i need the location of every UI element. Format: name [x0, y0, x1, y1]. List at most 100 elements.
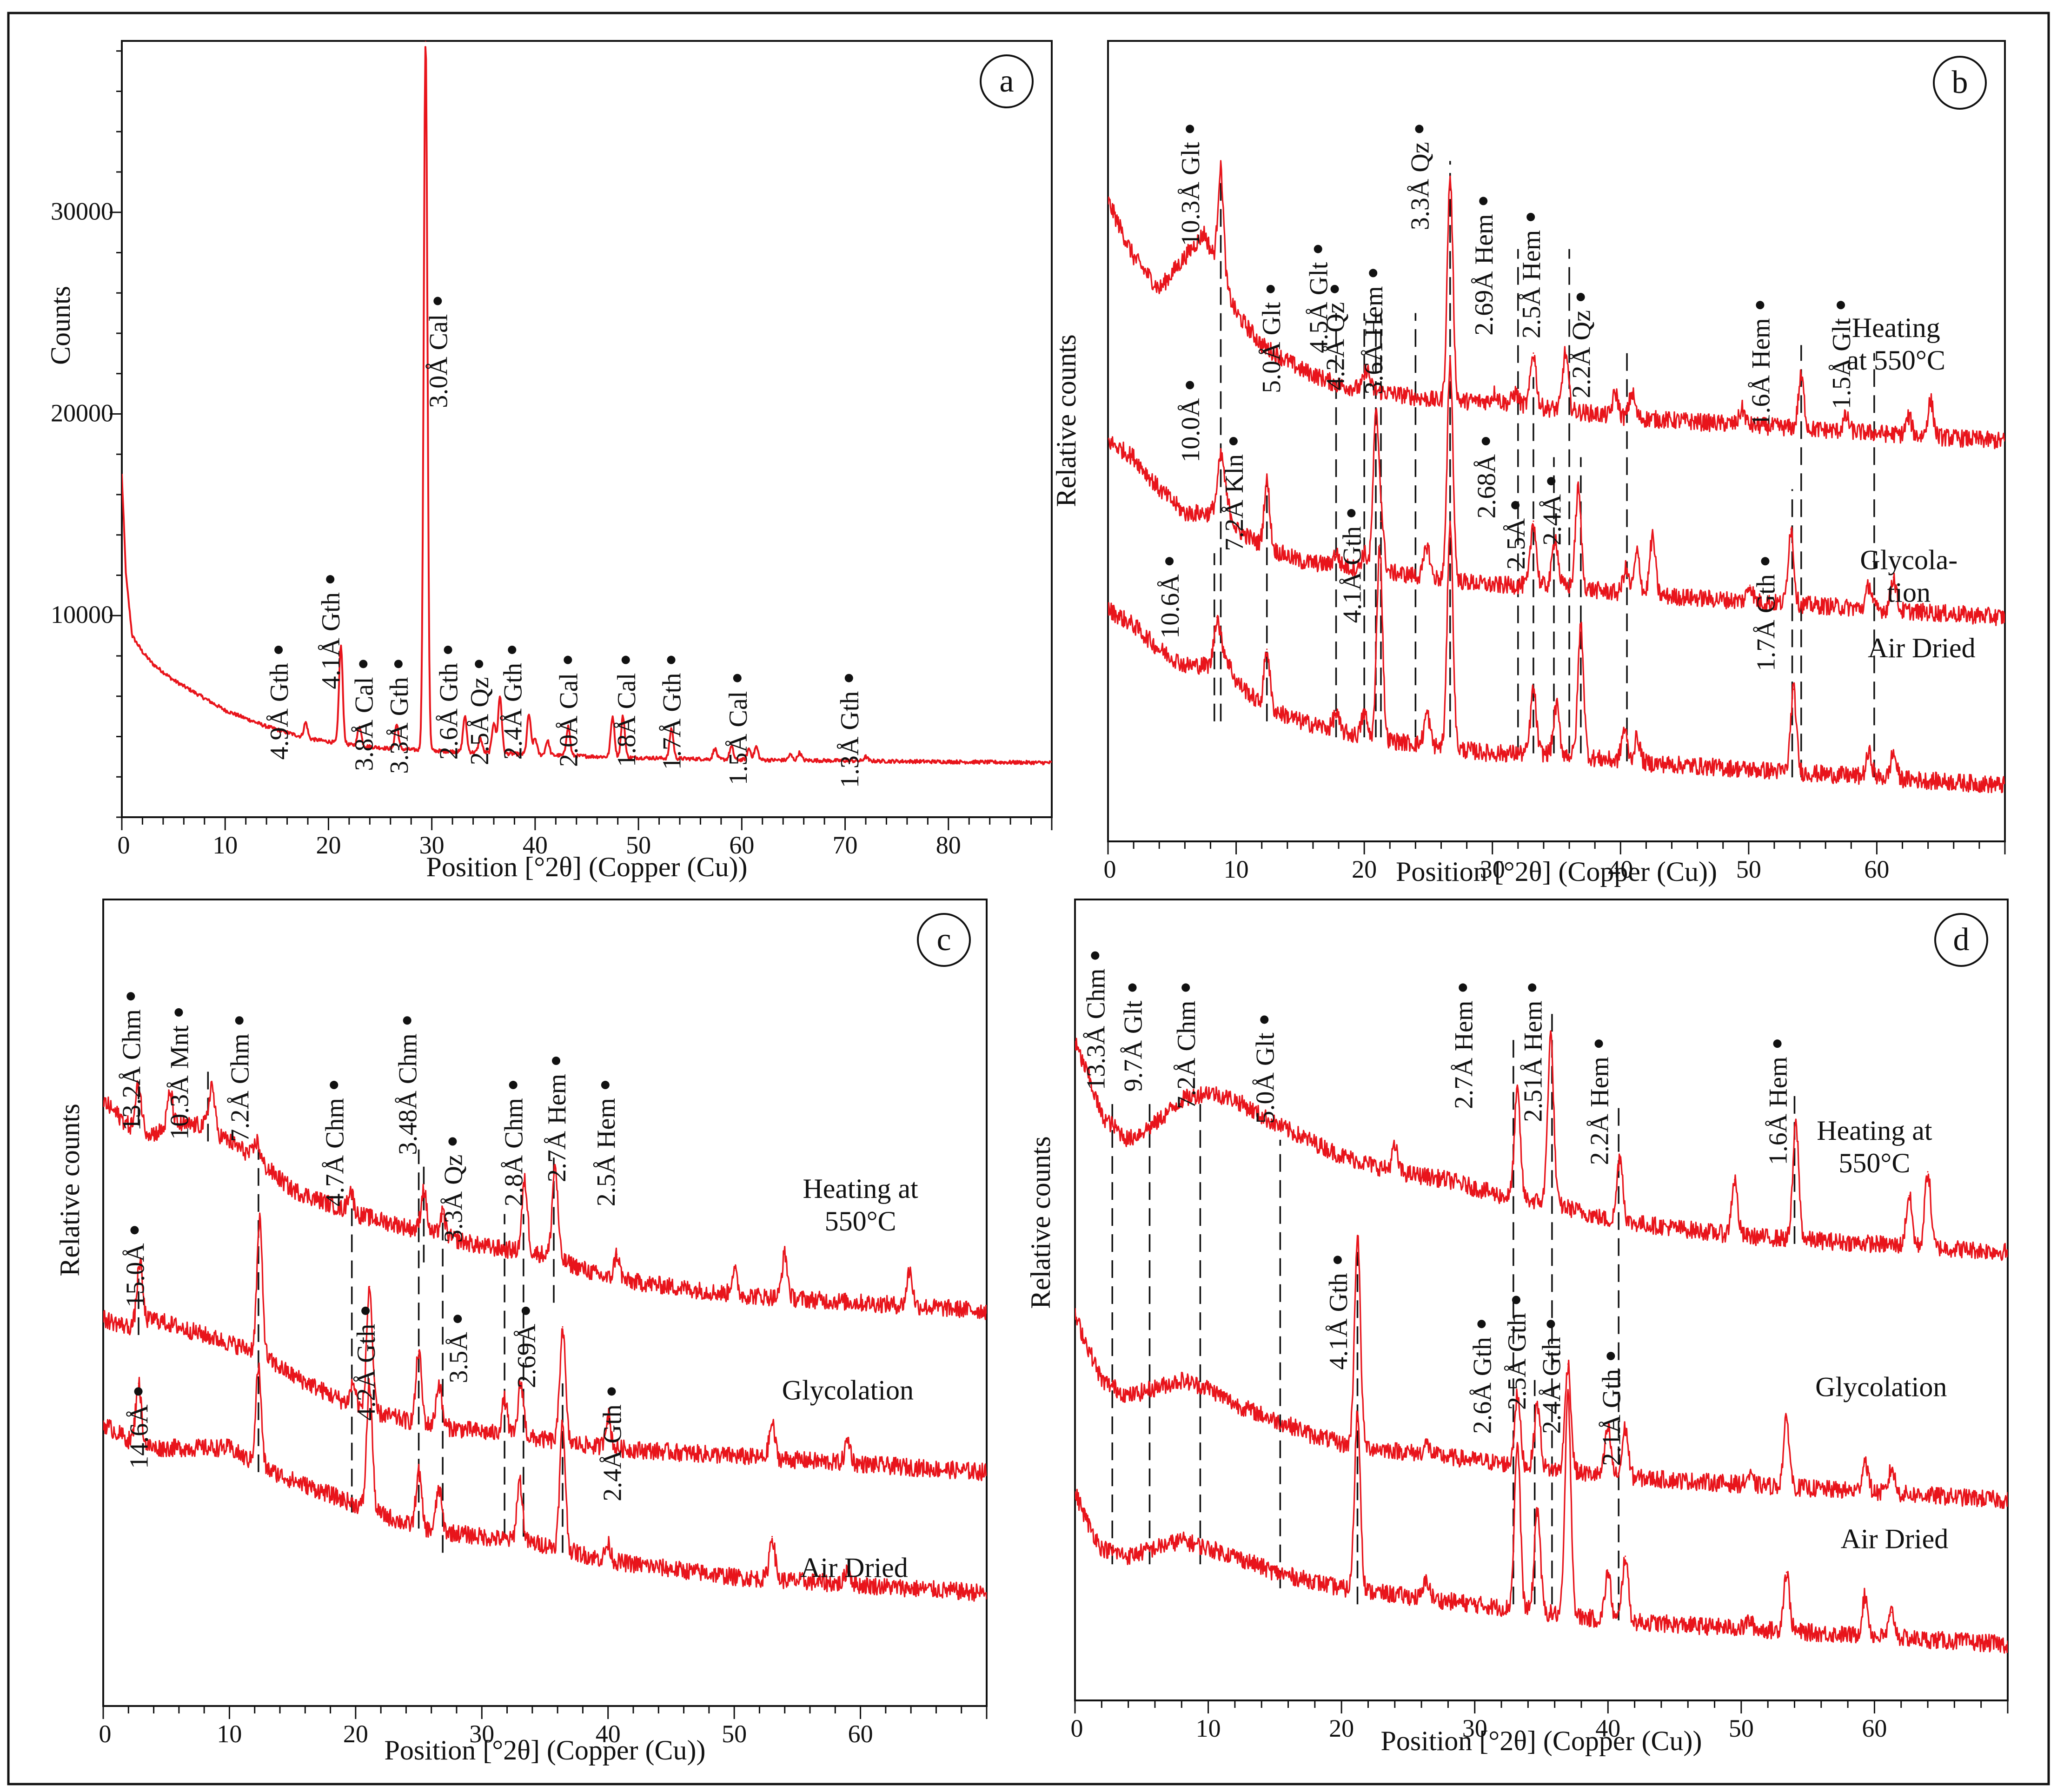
x-tick-label: 20 [316, 831, 341, 859]
x-axis-label: Position [°2θ] (Copper (Cu)) [385, 1735, 706, 1766]
annotation-label: 7.2Å Chm [226, 1033, 255, 1142]
peak-annotation: 1.5Å Cal [724, 674, 753, 785]
annotation-dot [1837, 301, 1845, 310]
series-line-pattern [122, 46, 1052, 766]
peak-point [1868, 753, 1870, 754]
peak-annotation: 4.7Å Chm [320, 1081, 349, 1206]
annotation-dot [403, 1016, 411, 1025]
peak-annotation: 2.4Å Gth [498, 645, 527, 760]
annotation-label: 1.7Å Gth [658, 673, 687, 770]
annotation-label: 7.2Å Kln [1220, 454, 1249, 551]
peak-point [1394, 1147, 1396, 1149]
peak-point [622, 715, 624, 717]
peak-point [865, 756, 867, 758]
peak-point [258, 1366, 259, 1368]
peak-annotation: 2.4Å Gth [1537, 1320, 1566, 1434]
annotation-label: 3.3Å Qz [1406, 142, 1434, 230]
peak-point [418, 1471, 420, 1473]
annotation-label: 1.3Å Gth [836, 691, 864, 788]
series-line-heating-at-550-c [103, 1080, 987, 1320]
peak-point [1891, 1611, 1893, 1613]
annotation-label: 2.0Å Cal [554, 673, 583, 767]
series-line-heating-at-550-c [1075, 1030, 2008, 1261]
peak-point [1357, 1235, 1359, 1237]
annotation-dot [448, 1137, 457, 1146]
peak-point [256, 1141, 258, 1142]
annotation-dot [1477, 1320, 1486, 1329]
peak-point [520, 1382, 522, 1384]
series-line-air-dried [103, 1362, 987, 1602]
annotation-dot [1415, 125, 1424, 133]
peak-point [799, 752, 801, 754]
peak-point [1748, 1620, 1750, 1621]
peak-point [1220, 456, 1222, 458]
annotation-dot [475, 660, 484, 668]
x-axis-label: Position [°2θ] (Copper (Cu)) [426, 852, 748, 882]
peak-point [259, 1221, 261, 1223]
x-tick-label: 0 [118, 831, 130, 859]
x-tick-label: 10 [1196, 1714, 1221, 1742]
peak-point [612, 715, 614, 717]
peak-point [1533, 352, 1534, 354]
annotation-label: 3.3Å Qz [439, 1155, 468, 1243]
annotation-dot [235, 1016, 244, 1025]
annotation-label: 9.7Å Glt [1119, 1000, 1148, 1091]
peak-annotation: 2.4Å Gth [598, 1387, 627, 1501]
peak-point [1631, 392, 1633, 394]
annotation-dot [1266, 284, 1275, 293]
x-tick-label: 0 [99, 1720, 112, 1748]
peak-point [1795, 1123, 1797, 1124]
annotation-dot [1756, 301, 1765, 310]
peak-point [607, 1544, 609, 1546]
series-label: at 550°C [1847, 345, 1945, 376]
peak-point [1734, 1179, 1736, 1181]
x-tick-label: 40 [1595, 1714, 1620, 1742]
annotation-label: 2.4Å [1538, 494, 1566, 546]
panel-c: 0 10 20 30 40 50 60 Position [°2θ] (Copper (Cu)… [54, 899, 988, 1766]
peak-point [1366, 368, 1368, 370]
annotation-dot [1186, 381, 1194, 390]
peak-annotation: 7.2Å Chm [1172, 983, 1201, 1109]
panel-letter-circle [980, 54, 1034, 108]
annotation-label: 2.4Å Gth [498, 663, 527, 760]
annotation-label: 3.0Å Cal [424, 314, 453, 408]
annotation-label: 1.8Å Cal [612, 673, 641, 767]
peak-point [1567, 1395, 1569, 1397]
annotation-dot [1576, 293, 1585, 302]
annotation-dot [433, 297, 442, 305]
peak-annotation: 10.0Å [1176, 381, 1205, 463]
peak-point [567, 726, 569, 727]
peak-point [1426, 1580, 1428, 1581]
annotation-label: 3.6Å Hem [1360, 286, 1388, 394]
y-tick-label: 20000 [51, 399, 113, 427]
peak-point [1636, 552, 1638, 554]
peak-point [1607, 1427, 1609, 1429]
peak-annotation: 2.5Å Gth [1503, 1296, 1532, 1410]
peak-point [1311, 1435, 1313, 1437]
peak-point [730, 746, 732, 747]
peak-point [442, 1213, 444, 1215]
annotation-label: 3.5Å [444, 1332, 473, 1383]
peak-point [1220, 168, 1222, 170]
annotation-dot [1165, 557, 1174, 566]
peak-annotation: 4.5Å Glt [1305, 245, 1334, 353]
annotation-label: 10.3Å Mnt [165, 1025, 194, 1139]
peak-annotation: 2.1Å Gth [1597, 1352, 1626, 1466]
peak-point [418, 1350, 420, 1352]
peak-point [1516, 1443, 1518, 1445]
annotation-label: 4.1Å Gth [317, 592, 345, 689]
peak-annotation: 10.6Å [1156, 557, 1185, 639]
annotation-dot [326, 575, 335, 584]
panel-letter-circle [917, 913, 971, 967]
peak-point [1550, 1035, 1552, 1037]
traces [1108, 160, 2005, 794]
peak-annotation: 4.2Å Qz [1321, 284, 1350, 390]
series-label: Heating [1852, 312, 1940, 343]
peak-annotation: 10.3Å Glt [1176, 125, 1205, 246]
peak-point [547, 740, 549, 741]
annotation-label: 2.6Å Gth [1468, 1337, 1497, 1434]
annotation-label: 15.0Å [121, 1243, 150, 1308]
peak-annotation: 1.7Å Gth [1752, 557, 1780, 671]
series-label: Heating at [803, 1173, 918, 1204]
peak-point [616, 1253, 618, 1255]
